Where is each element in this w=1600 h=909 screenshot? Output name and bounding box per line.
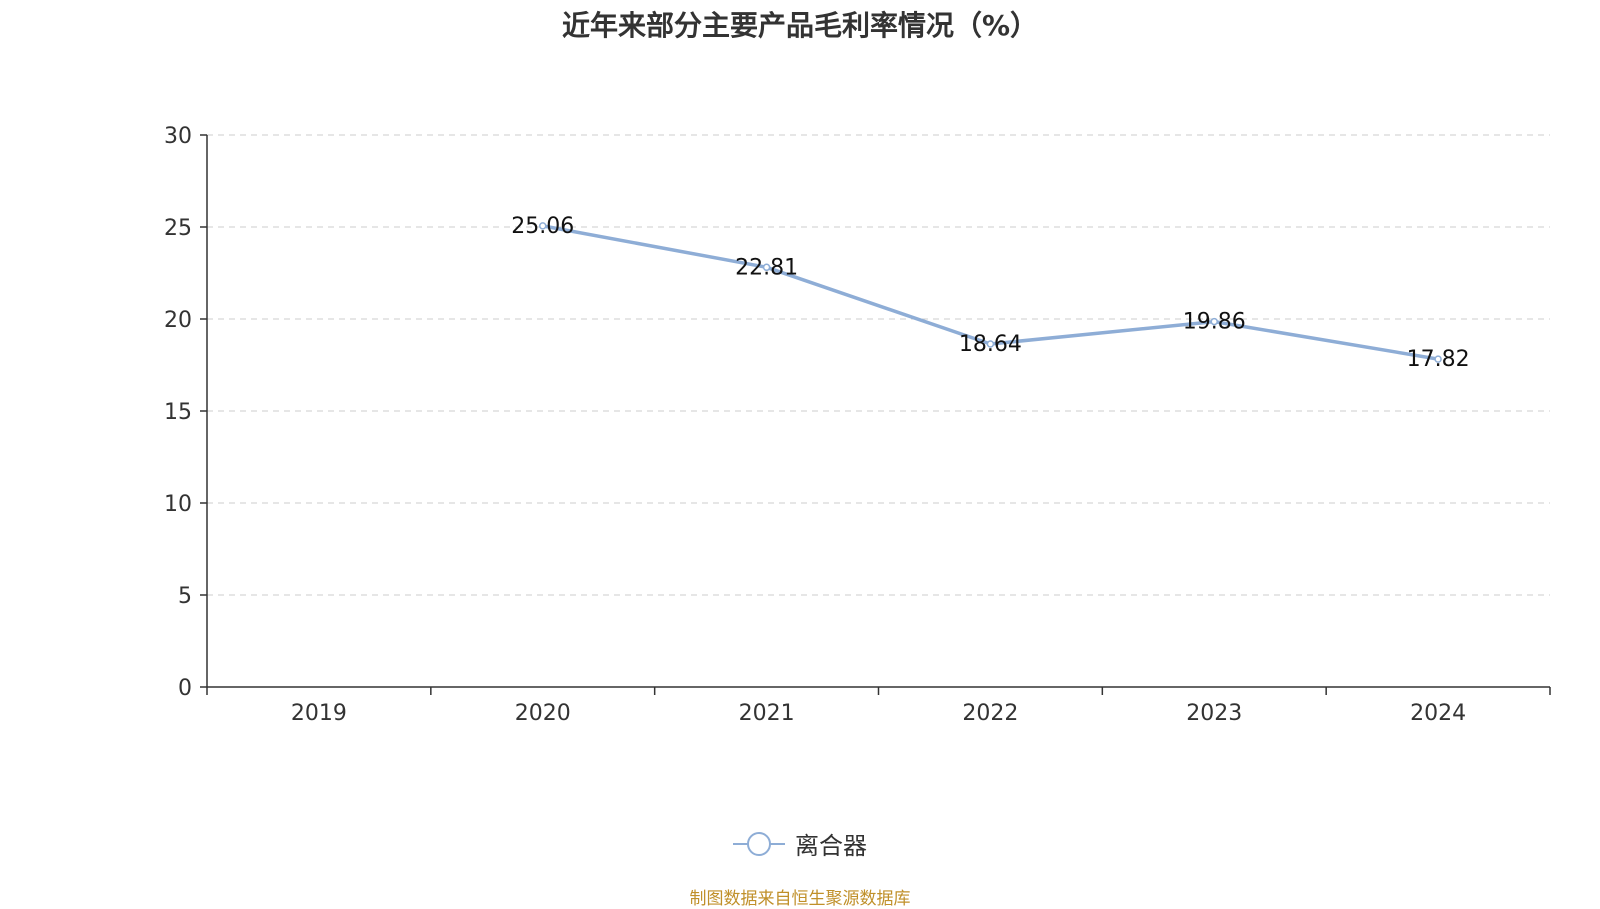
y-tick-label: 0 <box>178 676 192 701</box>
x-tick-label: 2020 <box>515 701 571 726</box>
data-label: 25.06 <box>511 214 574 239</box>
y-tick-label: 25 <box>164 216 192 241</box>
x-tick-label: 2021 <box>739 701 795 726</box>
data-point <box>539 222 547 230</box>
source-note: 制图数据来自恒生聚源数据库 <box>689 889 911 909</box>
line-chart: 0 5 10 15 20 25 30 2019 2020 2021 2022 2023 2024 25.0… <box>164 124 1551 726</box>
y-tick-label: 20 <box>164 308 192 333</box>
y-tick-label: 5 <box>178 584 192 609</box>
data-label: 17.82 <box>1407 347 1470 372</box>
legend-series-label: 离合器 <box>795 832 867 860</box>
data-point <box>762 263 771 272</box>
legend-series-marker-icon <box>733 831 785 856</box>
data-label: 19.86 <box>1183 310 1246 335</box>
y-tick-label: 10 <box>164 492 192 517</box>
data-label: 18.64 <box>959 332 1022 357</box>
data-label: 22.81 <box>735 255 798 280</box>
x-tick-label: 2023 <box>1186 701 1242 726</box>
x-tick-label: 2022 <box>962 701 1018 726</box>
data-point <box>1434 355 1442 363</box>
data-point <box>1210 317 1218 326</box>
legend[interactable]: 离合器 <box>0 826 1600 861</box>
chart-title: 近年来部分主要产品毛利率情况（%） <box>561 9 1039 42</box>
x-tick-label: 2019 <box>291 701 347 726</box>
y-tick-label: 30 <box>164 124 192 149</box>
x-tick-label: 2024 <box>1410 701 1466 726</box>
y-tick-label: 15 <box>164 400 192 425</box>
data-point <box>986 340 995 348</box>
